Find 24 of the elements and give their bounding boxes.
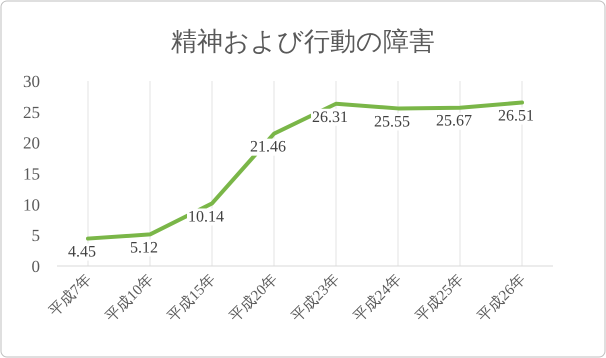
title: 精神および行動の障害 bbox=[171, 27, 435, 56]
data-label: 25.55 bbox=[374, 113, 410, 130]
y-tick-label: 30 bbox=[23, 72, 40, 91]
data-label: 5.12 bbox=[130, 239, 158, 256]
data-label: 10.14 bbox=[188, 208, 224, 226]
y-tick-label: 0 bbox=[32, 257, 40, 276]
x-tick-label: 平成24年 bbox=[350, 270, 405, 326]
y-tick-label: 20 bbox=[23, 134, 40, 153]
x-tick-label: 平成23年 bbox=[288, 270, 343, 326]
data-label: 26.31 bbox=[312, 108, 348, 126]
y-tick-label: 5 bbox=[32, 226, 40, 246]
x-tick-label: 平成10年 bbox=[102, 270, 157, 326]
x-tick-label: 平成20年 bbox=[226, 270, 281, 326]
y-tick-label: 25 bbox=[23, 102, 40, 122]
x-tick-label: 平成25年 bbox=[412, 270, 467, 326]
data-label: 25.67 bbox=[436, 112, 472, 130]
y-tick-label: 10 bbox=[23, 195, 40, 214]
x-tick-label: 平成7年 bbox=[46, 270, 95, 320]
data-label: 4.45 bbox=[68, 244, 96, 261]
data-label: 21.46 bbox=[250, 138, 286, 156]
y-tick-label: 15 bbox=[23, 164, 40, 184]
x-tick-label: 平成26年 bbox=[474, 270, 529, 326]
data-label: 26.51 bbox=[498, 108, 534, 125]
x-tick-label: 平成15年 bbox=[164, 270, 219, 326]
